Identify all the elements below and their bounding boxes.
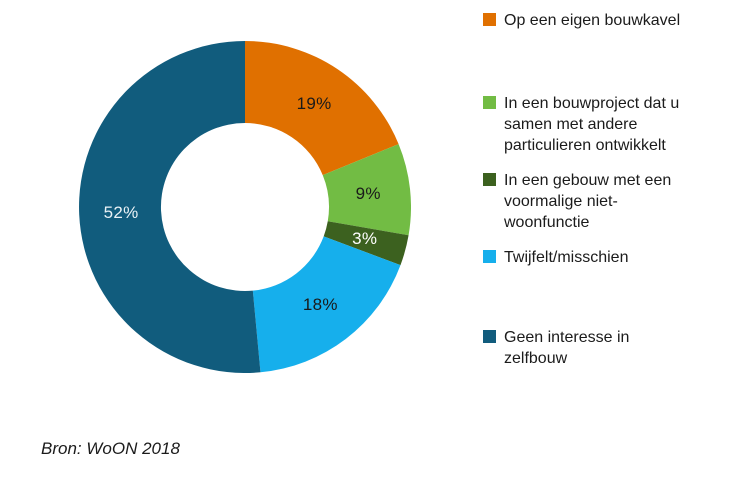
pie-slice-5 (79, 41, 261, 373)
legend-label: Twijfelt/misschien (504, 249, 629, 266)
chart-legend: Op een eigen bouwkavel In een bouwproject… (483, 10, 708, 430)
source-note: Bron: WoON 2018 (41, 439, 180, 458)
donut-svg (79, 41, 411, 373)
legend-item: Op een eigen bouwkavel (483, 10, 680, 31)
pie-slice-2 (322, 144, 411, 236)
legend-swatch-icon (483, 330, 496, 343)
legend-label: In een bouwproject dat u samen met ander… (504, 95, 680, 154)
legend-label: Geen interesse in zelfbouw (504, 329, 630, 367)
legend-item: In een gebouw met een voormalige niet- w… (483, 170, 671, 233)
legend-swatch-icon (483, 250, 496, 263)
pie-slice-4 (252, 236, 401, 373)
donut-chart: 19% 9% 3% 18% 52% (79, 41, 411, 373)
legend-swatch-icon (483, 96, 496, 109)
slice-value-label: 3% (352, 229, 378, 249)
legend-item: Twijfelt/misschien (483, 247, 628, 268)
legend-label: In een gebouw met een voormalige niet- w… (504, 172, 672, 231)
pie-slice-1 (245, 41, 399, 176)
legend-label: Op een eigen bouwkavel (504, 12, 681, 29)
slice-value-label: 18% (302, 295, 338, 315)
slice-value-label: 19% (296, 94, 332, 114)
legend-swatch-icon (483, 173, 496, 186)
legend-item: In een bouwproject dat u samen met ander… (483, 93, 679, 156)
legend-swatch-icon (483, 13, 496, 26)
legend-item: Geen interesse in zelfbouw (483, 327, 629, 369)
slice-value-label: 52% (103, 202, 139, 222)
slice-value-label: 9% (355, 183, 381, 203)
pie-slice-3 (323, 221, 409, 266)
